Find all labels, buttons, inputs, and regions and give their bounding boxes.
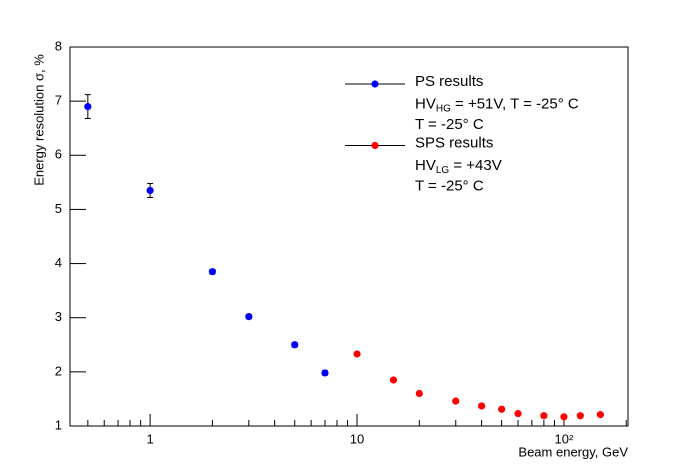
legend-label: PS results xyxy=(415,73,483,90)
legend-note-part: T = -25° C xyxy=(415,177,484,194)
y-tick-label: 1 xyxy=(55,417,62,432)
legend-note-part: HV xyxy=(415,157,436,174)
y-tick-label: 5 xyxy=(55,201,62,216)
legend-note: HVLG = +43V xyxy=(415,157,502,176)
data-point xyxy=(415,389,423,398)
data-point xyxy=(596,411,604,419)
x-axis-label: Beam energy, GeV xyxy=(518,444,628,459)
data-point xyxy=(208,268,217,276)
x-tick-label: 10² xyxy=(555,431,574,446)
data-point xyxy=(146,186,154,195)
data-point xyxy=(576,412,584,420)
data-point xyxy=(291,341,299,349)
legend-note-part: LG xyxy=(436,165,450,176)
y-tick-label: 3 xyxy=(55,309,62,324)
y-tick-label: 2 xyxy=(55,363,62,378)
x-tick-label: 10 xyxy=(350,431,364,446)
y-tick-label: 7 xyxy=(55,93,62,108)
legend-marker xyxy=(371,80,379,88)
legend-note-part: = +43V xyxy=(449,157,502,174)
data-point xyxy=(498,405,506,413)
legend-note-part: HG xyxy=(436,103,451,114)
data-point xyxy=(245,313,253,321)
legend-note: T = -25° C xyxy=(415,116,484,133)
data-point xyxy=(452,397,460,405)
data-point xyxy=(84,102,92,111)
y-axis-label: Energy resolution σ, % xyxy=(31,54,46,186)
data-point xyxy=(514,409,522,418)
x-tick-label: 1 xyxy=(147,431,154,446)
y-tick-label: 4 xyxy=(55,255,62,270)
data-point xyxy=(353,350,361,358)
y-tick-label: 8 xyxy=(55,38,62,53)
data-point xyxy=(560,413,568,421)
plot-frame xyxy=(69,46,629,427)
data-point xyxy=(540,412,548,420)
data-point xyxy=(389,376,398,384)
data-point xyxy=(477,402,486,410)
y-tick-label: 6 xyxy=(55,147,62,162)
legend-marker xyxy=(371,141,379,150)
legend-note-part: = +51V, T = -25° C xyxy=(451,95,579,112)
legend-label: SPS results xyxy=(415,134,493,151)
legend-note: T = -25° C xyxy=(415,177,484,194)
legend-note: HVHG = +51V, T = -25° C xyxy=(415,95,579,114)
data-point xyxy=(321,369,329,377)
legend-note-part: HV xyxy=(415,95,436,112)
legend-note-part: T = -25° C xyxy=(415,116,484,133)
